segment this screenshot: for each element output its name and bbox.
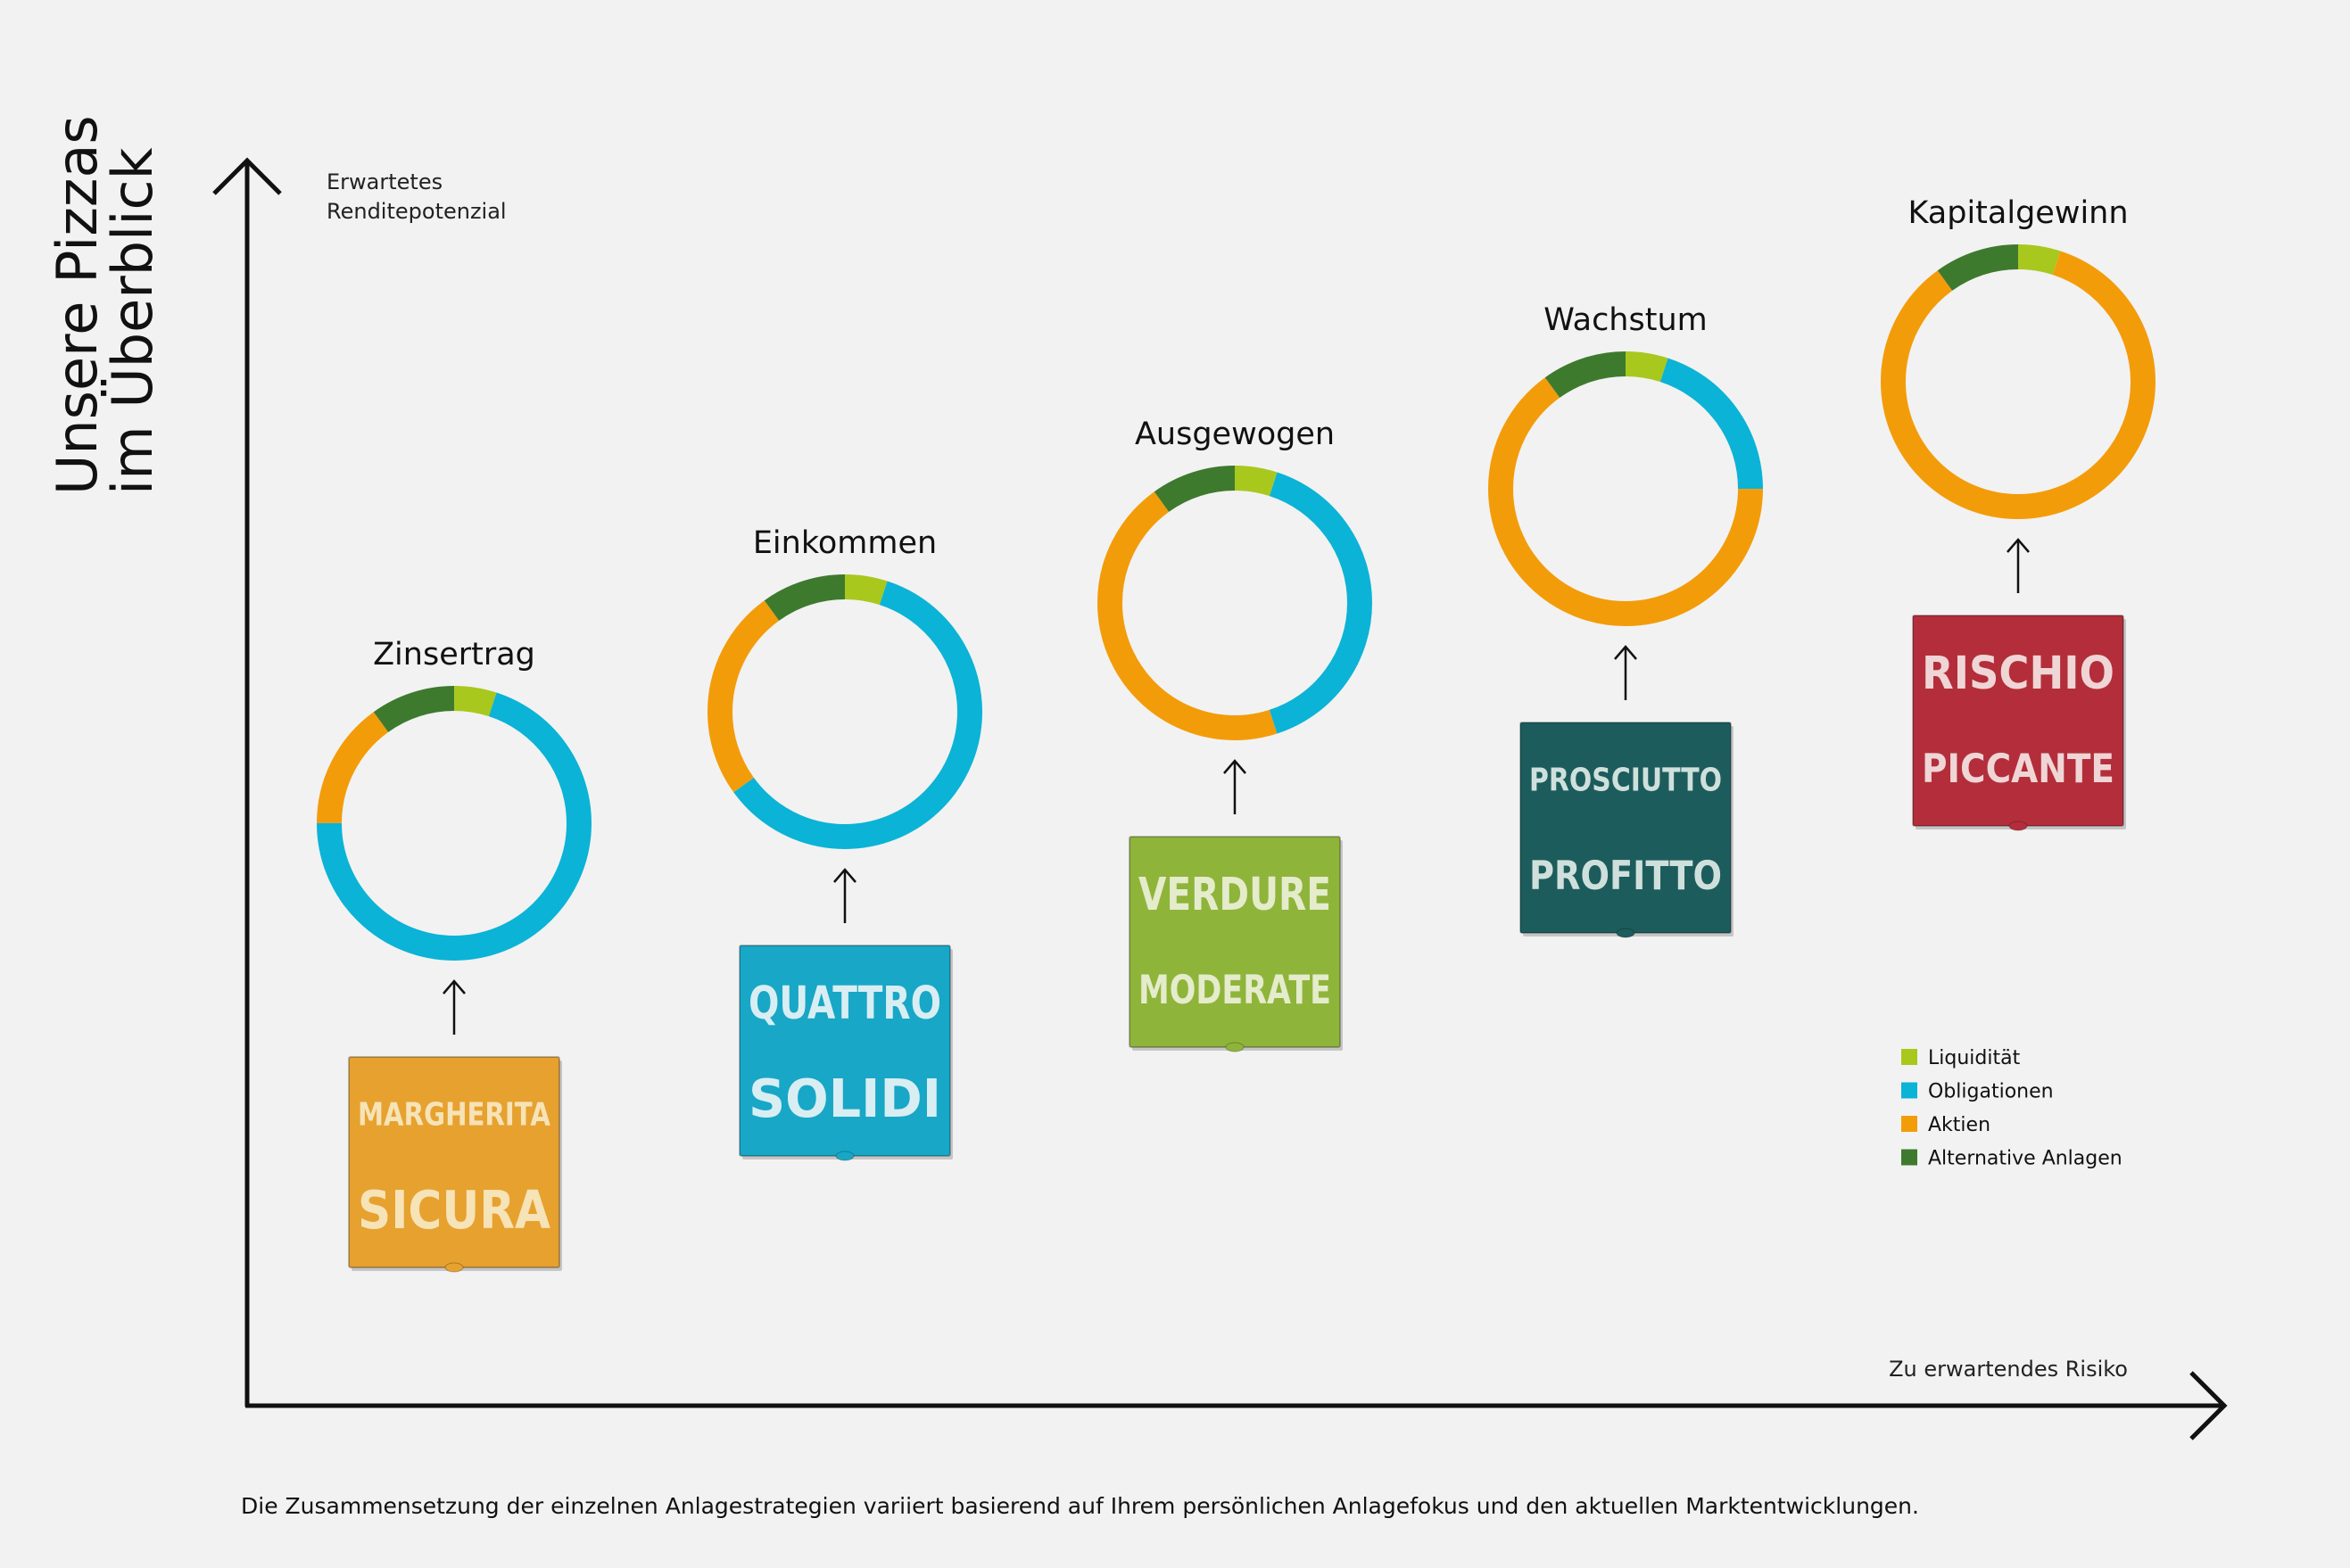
donut-slice-aktien <box>1097 466 1372 740</box>
pizza-box-text: QUATTRO <box>749 977 941 1029</box>
donut-slice-alternative-anlagen <box>1881 244 2156 519</box>
pizza-box-kapitalgewinn: RISCHIO PICCANTE <box>1912 615 2126 831</box>
pizza-box-text: MARGHERITA <box>358 1096 550 1133</box>
footnote: Die Zusammensetzung der einzelnen Anlage… <box>241 1493 1919 1519</box>
donut-slice-obligationen <box>1097 466 1372 740</box>
donut-einkommen <box>707 574 982 849</box>
legend-label: Aktien <box>1928 1114 1990 1136</box>
donut-slice-alternative-anlagen <box>317 686 592 961</box>
pizza-box-body <box>1519 722 1732 934</box>
strategy-title: Ausgewogen <box>1135 417 1335 452</box>
donut-zinsertrag <box>317 686 592 961</box>
donut-slice-obligationen <box>1488 351 1763 626</box>
legend-label: Alternative Anlagen <box>1928 1148 2122 1170</box>
up-arrow <box>2007 538 2030 593</box>
strategy-title: Einkommen <box>753 525 937 561</box>
pizza-box-text: SICURA <box>358 1179 550 1241</box>
x-axis: Zu erwartendes Risiko <box>245 1357 2228 1440</box>
x-axis-label: Zu erwartendes Risiko <box>1889 1357 2128 1382</box>
donut-slice-obligationen <box>707 574 982 849</box>
donut-slice-aktien <box>707 574 982 849</box>
legend-label: Liquidität <box>1928 1047 2021 1069</box>
strategy-title: Wachstum <box>1543 302 1707 338</box>
legend-swatch <box>1901 1149 1917 1166</box>
pizza-box-text: PROFITTO <box>1529 854 1722 899</box>
strategies-group: Zinsertrag MARGHERITA SICURA Einkommen QUATT… <box>317 195 2156 1273</box>
pizza-box-text: RISCHIO <box>1922 647 2114 699</box>
page-title-line-2: im Überblick <box>100 147 165 495</box>
donut-slice-obligationen <box>317 686 592 961</box>
donut-slice-aktien <box>1881 244 2156 519</box>
legend-item-aktien: Aktien <box>1901 1114 1990 1136</box>
strategy-ausgewogen: Ausgewogen VERDURE MODERATE <box>1097 417 1372 1052</box>
y-axis-label-line-2: Renditepotenzial <box>327 199 507 224</box>
legend-item-obligationen: Obligationen <box>1901 1081 2054 1103</box>
legend-swatch <box>1901 1049 1917 1065</box>
strategy-einkommen: Einkommen QUATTRO SOLIDI <box>707 525 982 1161</box>
strategy-kapitalgewinn: Kapitalgewinn RISCHIO PICCANTE <box>1881 195 2156 831</box>
y-axis-label-line-1: Erwartetes <box>327 169 443 194</box>
strategy-title: Zinsertrag <box>373 637 535 673</box>
pizza-box-text: PICCANTE <box>1922 747 2114 792</box>
y-axis-arrowhead <box>212 157 282 195</box>
legend-swatch <box>1901 1082 1917 1099</box>
legend-swatch <box>1901 1116 1917 1132</box>
up-arrow <box>1614 645 1637 700</box>
donut-slice-alternative-anlagen <box>1097 466 1372 740</box>
y-axis: Erwartetes Renditepotenzial <box>212 157 507 1407</box>
x-axis-arrowhead <box>2189 1371 2228 1440</box>
pizza-box-zinsertrag: MARGHERITA SICURA <box>348 1056 562 1273</box>
strategy-wachstum: Wachstum PROSCIUTTO PROFITTO <box>1488 302 1763 938</box>
pizza-box-einkommen: QUATTRO SOLIDI <box>739 945 953 1161</box>
pizza-box-text: MODERATE <box>1138 968 1331 1013</box>
donut-slice-alternative-anlagen <box>1488 351 1763 626</box>
pizza-box-text: SOLIDI <box>749 1068 941 1129</box>
pizza-box-ausgewogen: VERDURE MODERATE <box>1129 836 1343 1052</box>
donut-wachstum <box>1488 351 1763 626</box>
page-title-line-1: Unsere Pizzas <box>45 115 110 495</box>
strategy-zinsertrag: Zinsertrag MARGHERITA SICURA <box>317 637 592 1273</box>
strategy-title: Kapitalgewinn <box>1907 195 2128 231</box>
pizza-box-wachstum: PROSCIUTTO PROFITTO <box>1519 722 1734 938</box>
donut-kapitalgewinn <box>1881 244 2156 519</box>
donut-slice-aktien <box>1488 351 1763 626</box>
legend-item-alternative-anlagen: Alternative Anlagen <box>1901 1148 2122 1170</box>
up-arrow <box>443 979 466 1035</box>
up-arrow <box>833 868 856 923</box>
page-title: Unsere Pizzas im Überblick <box>45 115 165 495</box>
up-arrow <box>1223 759 1246 814</box>
pizza-box-text: PROSCIUTTO <box>1529 762 1722 798</box>
donut-ausgewogen <box>1097 466 1372 740</box>
donut-slice-alternative-anlagen <box>707 574 982 849</box>
legend-item-liquiditaet: Liquidität <box>1901 1047 2021 1069</box>
pizza-box-text: VERDURE <box>1138 868 1331 920</box>
legend: Liquidität Obligationen Aktien Alternative … <box>1901 1047 2122 1170</box>
legend-label: Obligationen <box>1928 1081 2054 1103</box>
